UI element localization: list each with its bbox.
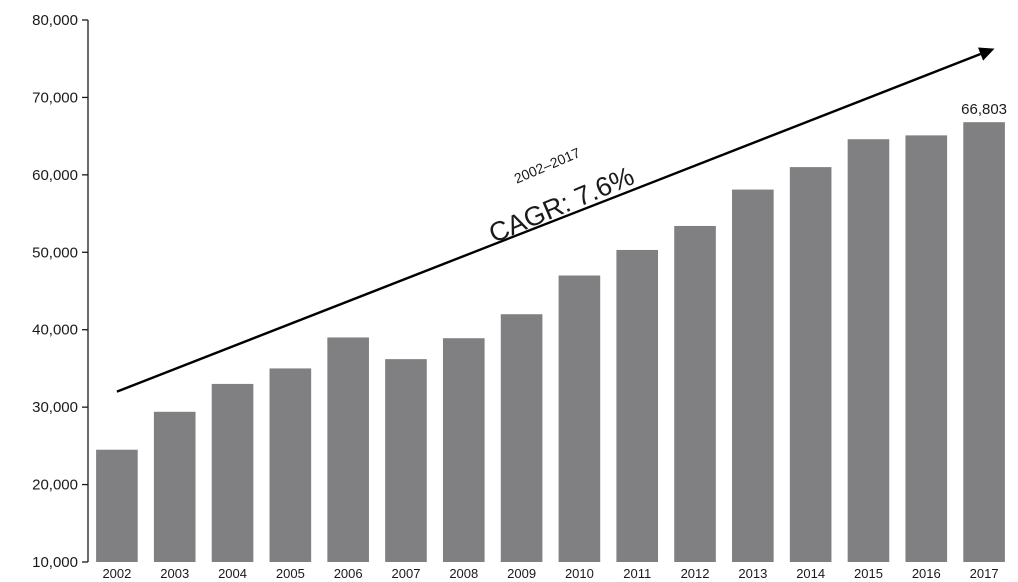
bar-2003 xyxy=(153,411,196,562)
cagr-label: CAGR: 7.6% xyxy=(484,161,638,249)
bar-2015 xyxy=(847,139,890,563)
bars xyxy=(96,122,1005,563)
y-tick-label: 20,000 xyxy=(32,477,78,494)
y-tick-label: 60,000 xyxy=(32,167,78,184)
bar-2006 xyxy=(327,337,369,562)
data-labels: 66,803 xyxy=(961,101,1007,118)
bar-2005 xyxy=(269,368,312,562)
y-tick-label: 70,000 xyxy=(32,89,78,106)
x-tick-label: 2014 xyxy=(796,566,825,581)
bar-2013 xyxy=(732,189,774,562)
y-tick-label: 50,000 xyxy=(32,244,78,261)
y-tick-label: 80,000 xyxy=(32,12,78,29)
trend-arrow-line xyxy=(116,52,981,393)
y-tick-label: 40,000 xyxy=(32,322,78,339)
x-tick-label: 2007 xyxy=(392,566,421,581)
x-tick-label: 2012 xyxy=(681,566,710,581)
x-tick-label: 2002 xyxy=(102,566,131,581)
bar-2014 xyxy=(789,167,832,562)
bar-2017 xyxy=(963,122,1005,562)
x-axis-labels: 2002 2003 2004 2005 2006 2007 2008 2009 2010 2011… xyxy=(102,566,998,581)
bar-2011 xyxy=(616,249,659,562)
y-tick-label: 30,000 xyxy=(32,399,78,416)
bar-2010 xyxy=(558,275,601,562)
y-axis: 10,000 20,000 30,000 40,000 50,000 60,000 70,0… xyxy=(32,12,89,571)
bar-2004 xyxy=(211,383,254,562)
x-tick-label: 2015 xyxy=(854,566,883,581)
trend-arrow-head xyxy=(978,47,995,61)
bar-2016 xyxy=(905,135,948,562)
bar-2007 xyxy=(385,359,427,562)
x-tick-label: 2005 xyxy=(276,566,305,581)
bar-2008 xyxy=(442,338,485,562)
y-tick-label: 10,000 xyxy=(32,554,78,571)
x-tick-label: 2013 xyxy=(738,566,767,581)
bar-2012 xyxy=(674,225,716,562)
x-tick-label: 2009 xyxy=(507,566,536,581)
x-tick-label: 2010 xyxy=(565,566,594,581)
x-tick-label: 2016 xyxy=(912,566,941,581)
x-tick-label: 2008 xyxy=(449,566,478,581)
data-label: 66,803 xyxy=(961,101,1007,118)
x-tick-label: 2003 xyxy=(160,566,189,581)
cagr-period-label: 2002–2017 xyxy=(512,144,583,186)
bar-2002 xyxy=(96,449,138,562)
x-tick-label: 2017 xyxy=(970,566,999,581)
x-tick-label: 2011 xyxy=(623,566,651,581)
x-tick-label: 2004 xyxy=(218,566,247,581)
x-tick-label: 2006 xyxy=(334,566,363,581)
bar-2009 xyxy=(500,314,543,562)
